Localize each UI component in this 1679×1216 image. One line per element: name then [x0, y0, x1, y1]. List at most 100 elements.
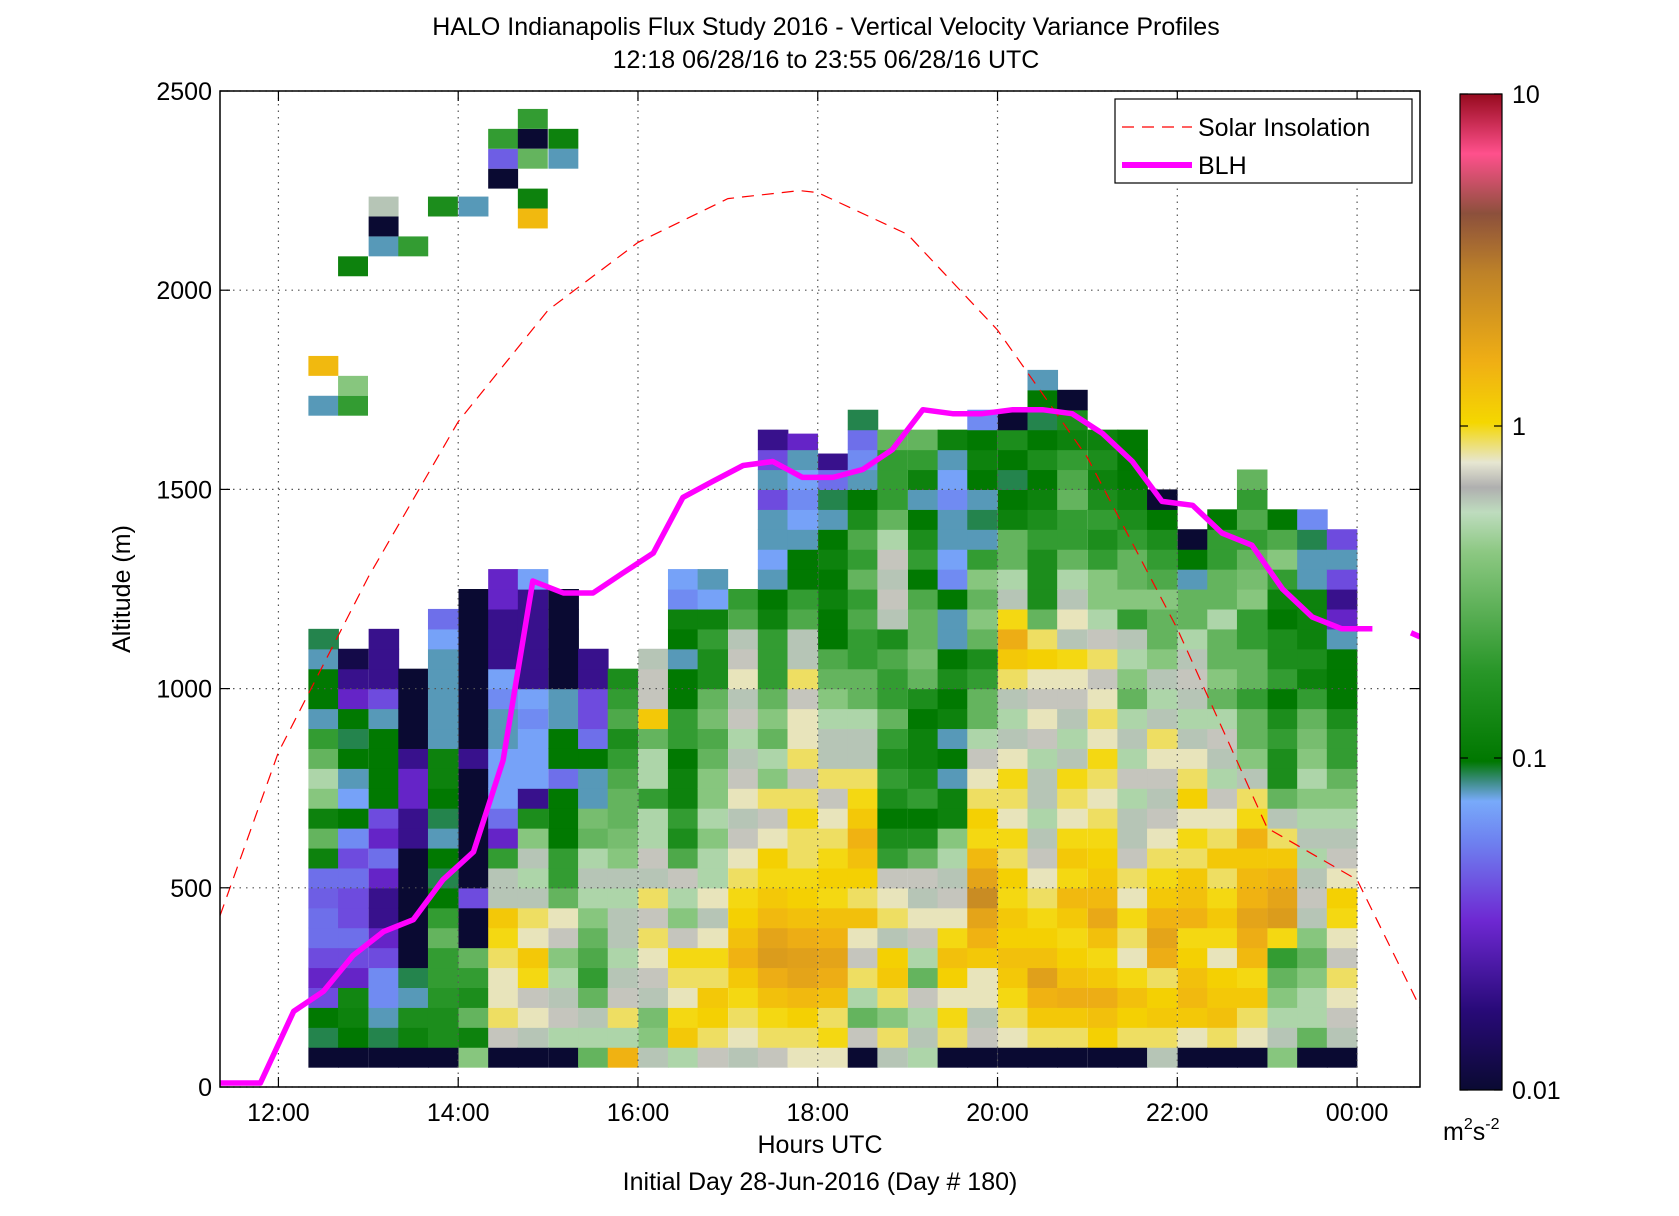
heatmap-cell [997, 509, 1029, 530]
heatmap-cell [488, 828, 519, 849]
heatmap-cell [338, 907, 369, 929]
heatmap-cell [728, 788, 759, 809]
heatmap-cell [517, 768, 549, 789]
heatmap-cell [847, 808, 879, 829]
heatmap-cell [638, 847, 669, 869]
heatmap-cell [1087, 668, 1119, 690]
heatmap-cell [997, 887, 1029, 909]
heatmap-cell [458, 608, 490, 630]
heatmap-cell [1147, 608, 1178, 630]
heatmap-cell [1297, 967, 1328, 988]
heatmap-cell [728, 728, 759, 749]
heatmap-cell [1027, 429, 1059, 451]
heatmap-cell [1057, 828, 1088, 849]
heatmap-cell [1147, 1007, 1178, 1028]
heatmap-cell [997, 429, 1029, 451]
heatmap-cell [847, 589, 879, 610]
heatmap-cell [308, 887, 339, 909]
heatmap-cell [1147, 867, 1178, 889]
heatmap-cell [398, 987, 429, 1008]
heatmap-cell [877, 808, 908, 829]
heatmap-cell [1177, 688, 1209, 710]
heatmap-cell [1117, 628, 1148, 650]
heatmap-cell [967, 728, 998, 749]
heatmap-cell [1117, 808, 1148, 829]
heatmap-cell [1057, 907, 1088, 929]
heatmap-cell [1117, 927, 1148, 949]
heatmap-cell [638, 1047, 669, 1068]
heatmap-cell [368, 808, 400, 829]
heatmap-cell [667, 828, 699, 849]
heatmap-cell [1027, 907, 1059, 929]
heatmap-cell [967, 529, 998, 550]
y-tick-label: 2500 [156, 78, 212, 106]
heatmap-cell [607, 688, 639, 710]
heatmap-cell [578, 648, 609, 670]
heatmap-cell [308, 987, 339, 1008]
heatmap-cell [338, 987, 369, 1008]
heatmap-cell [1297, 529, 1328, 550]
heatmap-cell [1027, 808, 1059, 829]
heatmap-cell [578, 1007, 609, 1028]
heatmap-cell [427, 628, 459, 650]
heatmap-cell [1207, 828, 1238, 849]
heatmap-cell [1147, 748, 1178, 769]
heatmap-cell [667, 668, 699, 690]
y-axis-ticks: 0 500 1000 1500 2000 2500 [156, 78, 1420, 1102]
heatmap-cell [638, 927, 669, 949]
heatmap-cell [638, 768, 669, 789]
heatmap-cell [877, 668, 908, 690]
heatmap-cell [1297, 847, 1328, 869]
heatmap-cell [787, 1007, 819, 1028]
heatmap-cell [607, 887, 639, 909]
heatmap-cell [1267, 967, 1299, 988]
heatmap-cell [1207, 668, 1238, 690]
heatmap-cell [398, 668, 429, 690]
heatmap-cell [368, 788, 400, 809]
heatmap-cell [1236, 1047, 1268, 1068]
heatmap-cell [787, 847, 819, 869]
heatmap-cell [757, 668, 789, 690]
heatmap-cell [398, 1007, 429, 1028]
heatmap-cell [1297, 987, 1328, 1008]
heatmap-cell [757, 569, 789, 590]
heatmap-cell [1027, 887, 1059, 909]
heatmap-cell [847, 748, 879, 769]
heatmap-cell [697, 688, 729, 710]
heatmap-cell [937, 429, 969, 451]
heatmap-cell [967, 847, 998, 869]
heatmap-cell [907, 509, 939, 530]
heatmap-cell [368, 236, 399, 257]
heatmap-cell [847, 887, 879, 909]
heatmap-cell [1027, 369, 1059, 391]
heatmap-cell [308, 668, 339, 690]
heatmap-cell [697, 867, 729, 889]
heatmap-cell [1207, 788, 1238, 809]
heatmap-cell [548, 808, 579, 829]
heatmap-cell [667, 947, 699, 969]
heatmap-cell [907, 688, 939, 710]
heatmap-cell [1207, 608, 1238, 630]
heatmap-cell [1177, 1027, 1209, 1048]
heatmap-cell [607, 947, 639, 969]
heatmap-cell [368, 867, 400, 889]
heatmap-cell [937, 708, 969, 730]
series-lines [220, 189, 1420, 1086]
heatmap-cell [1297, 668, 1328, 690]
colorbar-tick-label: 0.1 [1512, 745, 1547, 773]
heatmap-cell [578, 1027, 609, 1048]
heatmap-cell [787, 828, 819, 849]
heatmap-cell [907, 808, 939, 829]
heatmap-cell [847, 967, 879, 988]
heatmap-cell [1057, 529, 1088, 550]
heatmap-cell [1326, 947, 1358, 969]
heatmap-cell [1326, 967, 1358, 988]
heatmap-cell [1177, 529, 1209, 550]
heatmap-cell [488, 668, 519, 690]
heatmap-cell [877, 688, 908, 710]
heatmap-cell [338, 395, 368, 416]
heatmap-cell [488, 148, 519, 169]
heatmap-cell [398, 947, 429, 969]
heatmap-cell [877, 728, 908, 749]
heatmap-cell [338, 828, 369, 849]
